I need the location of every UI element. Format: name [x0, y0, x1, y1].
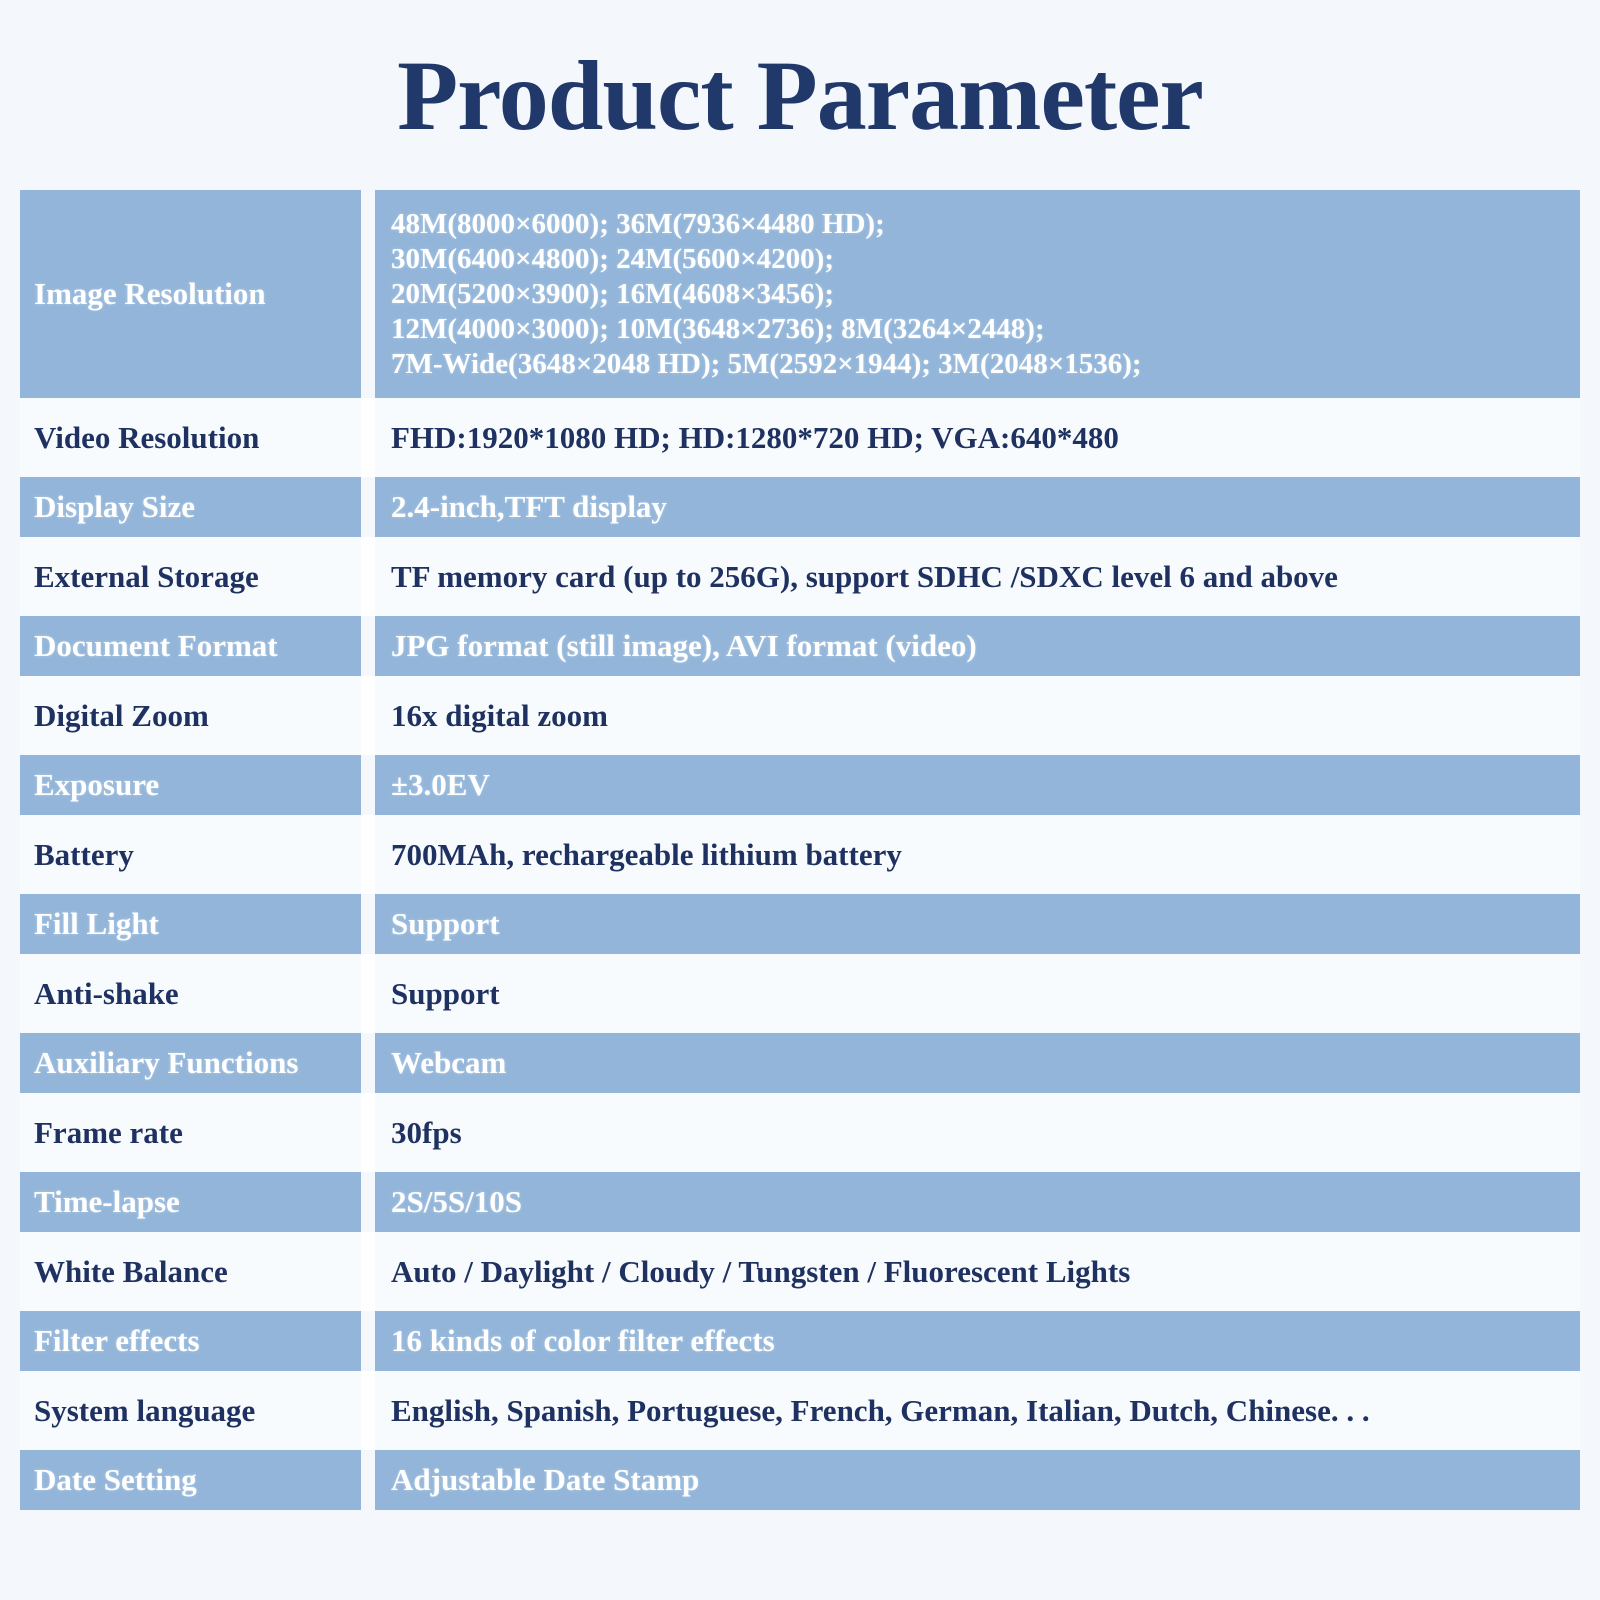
table-row-date-setting: Date Setting Adjustable Date Stamp: [20, 1450, 1580, 1510]
row-value: Webcam: [375, 1033, 1580, 1093]
product-parameter-sheet: Product Parameter Image Resolution 48M(8…: [0, 0, 1600, 1510]
row-label: Time-lapse: [20, 1172, 361, 1232]
row-value: JPG format (still image), AVI format (vi…: [375, 616, 1580, 676]
table-row-digital-zoom: Digital Zoom 16x digital zoom: [20, 676, 1580, 755]
row-label: Video Resolution: [34, 419, 260, 455]
cell-divider: [361, 1371, 375, 1450]
table-row-battery: Battery 700MAh, rechargeable lithium bat…: [20, 815, 1580, 894]
cell-divider: [361, 537, 375, 616]
row-value: 16x digital zoom: [391, 697, 608, 733]
row-label: Filter effects: [20, 1311, 361, 1371]
table-row-auxiliary-functions: Auxiliary Functions Webcam: [20, 1033, 1580, 1093]
cell-divider: [361, 815, 375, 894]
value-line: 48M(8000×6000); 36M(7936×4480 HD);: [391, 207, 885, 240]
value-line: 20M(5200×3900); 16M(4608×3456);: [391, 277, 834, 310]
cell-divider: [361, 1172, 375, 1232]
cell-divider: [361, 1093, 375, 1172]
row-value: 700MAh, rechargeable lithium battery: [391, 836, 902, 872]
row-label: Anti-shake: [34, 975, 179, 1011]
table-row-video-resolution: Video Resolution FHD:1920*1080 HD; HD:12…: [20, 398, 1580, 477]
row-label: Fill Light: [20, 894, 361, 954]
cell-divider: [361, 477, 375, 537]
row-value: 30fps: [391, 1114, 462, 1150]
row-label: System language: [34, 1392, 256, 1428]
row-value: 48M(8000×6000); 36M(7936×4480 HD); 30M(6…: [375, 190, 1580, 398]
row-label: Battery: [34, 836, 134, 872]
row-label: Display Size: [20, 477, 361, 537]
row-value: 2S/5S/10S: [375, 1172, 1580, 1232]
row-value: TF memory card (up to 256G), support SDH…: [391, 558, 1338, 594]
cell-divider: [361, 954, 375, 1033]
cell-divider: [361, 616, 375, 676]
cell-divider: [361, 755, 375, 815]
row-value: Support: [375, 894, 1580, 954]
cell-divider: [361, 676, 375, 755]
row-label: Document Format: [20, 616, 361, 676]
page-title: Product Parameter: [397, 39, 1204, 151]
cell-divider: [361, 1033, 375, 1093]
table-row-frame-rate: Frame rate 30fps: [20, 1093, 1580, 1172]
row-value: 16 kinds of color filter effects: [375, 1311, 1580, 1371]
table-row-image-resolution: Image Resolution 48M(8000×6000); 36M(793…: [20, 190, 1580, 398]
table-row-external-storage: External Storage TF memory card (up to 2…: [20, 537, 1580, 616]
table-row-time-lapse: Time-lapse 2S/5S/10S: [20, 1172, 1580, 1232]
spec-table: Image Resolution 48M(8000×6000); 36M(793…: [20, 190, 1580, 1510]
cell-divider: [361, 1311, 375, 1371]
value-line: 7M-Wide(3648×2048 HD); 5M(2592×1944); 3M…: [391, 347, 1142, 380]
row-value: English, Spanish, Portuguese, French, Ge…: [391, 1392, 1370, 1428]
table-row-document-format: Document Format JPG format (still image)…: [20, 616, 1580, 676]
cell-divider: [361, 1450, 375, 1510]
value-line: 12M(4000×3000); 10M(3648×2736); 8M(3264×…: [391, 312, 1045, 345]
table-row-filter-effects: Filter effects 16 kinds of color filter …: [20, 1311, 1580, 1371]
table-row-white-balance: White Balance Auto / Daylight / Cloudy /…: [20, 1232, 1580, 1311]
title-area: Product Parameter: [0, 0, 1600, 190]
cell-divider: [361, 894, 375, 954]
row-value: FHD:1920*1080 HD; HD:1280*720 HD; VGA:64…: [391, 419, 1119, 455]
table-row-fill-light: Fill Light Support: [20, 894, 1580, 954]
cell-divider: [361, 1232, 375, 1311]
table-row-system-language: System language English, Spanish, Portug…: [20, 1371, 1580, 1450]
row-label: Frame rate: [34, 1114, 183, 1150]
row-value: Adjustable Date Stamp: [375, 1450, 1580, 1510]
row-label: Exposure: [20, 755, 361, 815]
cell-divider: [361, 398, 375, 477]
row-label: Auxiliary Functions: [20, 1033, 361, 1093]
row-label: Image Resolution: [20, 190, 361, 398]
row-label: White Balance: [34, 1253, 228, 1289]
row-value: 2.4-inch,TFT display: [375, 477, 1580, 537]
row-label: Digital Zoom: [34, 697, 209, 733]
row-value: Support: [391, 975, 500, 1011]
row-label: Date Setting: [20, 1450, 361, 1510]
row-label: External Storage: [34, 558, 259, 594]
row-value: Auto / Daylight / Cloudy / Tungsten / Fl…: [391, 1253, 1131, 1289]
value-line: 30M(6400×4800); 24M(5600×4200);: [391, 242, 834, 275]
table-row-anti-shake: Anti-shake Support: [20, 954, 1580, 1033]
cell-divider: [361, 190, 375, 398]
table-row-exposure: Exposure ±3.0EV: [20, 755, 1580, 815]
table-row-display-size: Display Size 2.4-inch,TFT display: [20, 477, 1580, 537]
row-value: ±3.0EV: [375, 755, 1580, 815]
